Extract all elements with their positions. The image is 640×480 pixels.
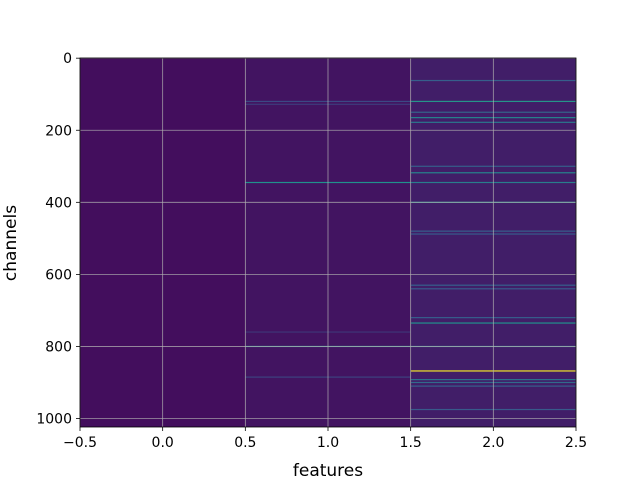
y-tick-label-0: 0	[63, 51, 72, 67]
y-tick-label-4: 800	[45, 339, 72, 355]
x-axis-label: features	[293, 461, 363, 480]
axes-ticks: −0.5 0.0 0.5 1.0 1.5 2.0 2.5 0 200 400 600 800 1000	[36, 51, 587, 451]
x-tick-label-5: 2.0	[482, 435, 504, 451]
x-tick-label-1: 0.0	[152, 435, 174, 451]
x-tick-label-4: 1.5	[400, 435, 422, 451]
x-tick-label-6: 2.5	[565, 435, 587, 451]
y-tick-label-5: 1000	[36, 412, 72, 428]
y-tick-label-2: 400	[45, 195, 72, 211]
x-tick-label-3: 1.0	[317, 435, 339, 451]
x-tick-label-2: 0.5	[234, 435, 256, 451]
y-axis-label: channels	[1, 205, 21, 281]
y-tick-label-1: 200	[45, 123, 72, 139]
x-tick-label-0: −0.5	[63, 435, 97, 451]
axes-frame	[79, 57, 577, 428]
y-tick-label-3: 600	[45, 267, 72, 283]
